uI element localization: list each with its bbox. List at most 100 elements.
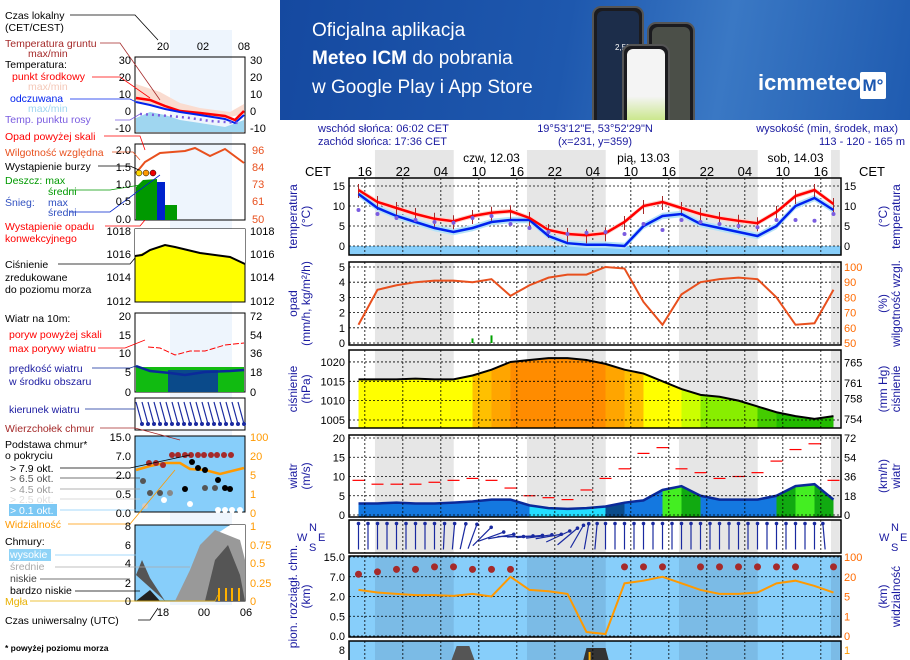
pressure-fill-segment: [605, 363, 625, 428]
legend-wind-arrow: [213, 401, 221, 425]
legend-precip-tick: 1.0: [116, 179, 131, 191]
wind-arrow-head: [727, 521, 731, 526]
time-tick-label: 22: [700, 164, 714, 179]
y-tick-label: 8: [339, 645, 345, 657]
legend-cloud-dots: [140, 452, 243, 513]
legend-temp-tick-right: -10: [250, 123, 266, 135]
pressure-fill-segment: [681, 389, 701, 428]
dew-point-dot: [432, 220, 437, 224]
pressure-fill-segment: [548, 358, 568, 428]
pressure-fill-segment: [453, 375, 473, 428]
y2-tick-label: 1: [844, 645, 850, 657]
legend-precip-tick: 1.5: [116, 162, 131, 174]
legend-fog-bar: [218, 588, 220, 601]
cloud-top-dot: [697, 563, 704, 571]
legend-cloud-dot: [214, 452, 220, 458]
wind-arrow-head: [793, 521, 798, 526]
legend-cloud-dot: [195, 465, 201, 471]
legend-temp-tick: 0: [125, 106, 131, 118]
legend-temp-tick-right: 20: [250, 72, 262, 84]
left-axis-label: opad(mm/h, kg/m²/h): [286, 261, 313, 346]
cloud-top-dot: [469, 565, 476, 573]
wind-arrow-head: [567, 529, 572, 533]
legend-pressure2: zredukowane: [5, 272, 68, 284]
legend-fog-bar: [231, 588, 233, 601]
wind-arrow: [472, 526, 492, 547]
coordinates: 19°53'12"E, 53°52'29"N: [537, 123, 653, 135]
legend-local-tick: 20: [157, 41, 169, 53]
legend-footnote: * powyżej poziomu morza: [5, 643, 109, 653]
legend-local-time: Czas lokalny: [5, 10, 65, 22]
legend-okt65: > 6.5 okt.: [10, 473, 54, 485]
legend-wind-arrow: [231, 401, 239, 425]
phone-temp: 2,5°: [615, 43, 630, 52]
legend-storm-marker: [149, 169, 157, 177]
legend-storm-marker: [135, 169, 143, 177]
y2-tick-label: 100: [844, 552, 862, 564]
wind-arrow: [557, 527, 578, 546]
time-tick-label: 04: [434, 164, 448, 179]
dew-point-dot: [565, 232, 570, 236]
legend-convective1: Wystąpienie opadu: [5, 221, 94, 233]
pressure-fill-segment: [396, 378, 416, 428]
right-axis-label-line: wiatr: [889, 463, 903, 489]
pressure-fill-segment: [472, 369, 492, 428]
right-axis-label-line: ciśnienie: [889, 365, 903, 412]
time-tick-label: 16: [358, 164, 372, 179]
legend-utc: Czas uniwersalny (UTC): [5, 615, 119, 627]
y2-tick-label: 72: [844, 433, 856, 445]
legend-gust-line: [147, 342, 245, 356]
legend-pressure3: do poziomu morza: [5, 284, 92, 296]
y2-tick-label: 758: [844, 393, 862, 405]
wind-arrow-head: [812, 521, 817, 526]
legend-cloud-dot: [167, 490, 173, 496]
wind-arrow-head: [575, 526, 580, 530]
legend-feels-band: [136, 112, 244, 132]
legend-precip-tick: 0.5: [116, 196, 131, 208]
cloud-top-dot: [754, 563, 761, 571]
legend-cloud-dot: [215, 507, 221, 513]
legend-visibility: Widzialność: [5, 519, 61, 531]
right-axis-label: (%)wilgotność wzgl.: [876, 260, 903, 348]
legend-fog: Mgła: [5, 596, 28, 608]
visibility-line: [358, 575, 834, 636]
legend-pressure-tick-right: 1014: [250, 272, 274, 284]
fog-bar: [588, 652, 591, 660]
grid-position: (x=231, y=359): [558, 136, 632, 148]
y2-tick-label: 0: [844, 631, 850, 643]
dew-point-dot: [413, 218, 418, 222]
legend-cloud-dot: [175, 452, 181, 458]
wind-arrow: [516, 534, 543, 539]
legend-mid-mm: max/min: [28, 81, 68, 93]
night-band: [678, 262, 758, 345]
legend-wind-speed1: prędkość wiatru: [9, 363, 83, 375]
y2-tick-label: 60: [844, 323, 856, 335]
legend-okt01-bg: [9, 504, 57, 516]
legend-precip-tick: 0.0: [116, 214, 131, 226]
app-promo-banner[interactable]: Oficjalna aplikacja Meteo ICM do pobrani…: [280, 0, 910, 120]
wind-arrow-head: [698, 521, 703, 526]
pressure-fill-segment: [719, 396, 739, 428]
y-tick-label: 1005: [321, 415, 345, 427]
legend-ground-temp-mm: max/min: [28, 48, 68, 60]
right-axis-label-line: (km): [876, 585, 890, 609]
wind-arrow: [822, 523, 826, 550]
legend-gust-max: max porywy wiatru: [9, 343, 96, 355]
night-band: [374, 641, 454, 660]
below-zero-band: [349, 246, 841, 255]
legend-cloudbase-box: [134, 435, 246, 513]
dew-point-dot: [584, 230, 589, 235]
feels-like-line: [357, 192, 835, 248]
legend-rain-avg: średni: [48, 186, 77, 198]
legend-cloud-tick: 8: [125, 521, 131, 533]
legend-leader-lines: [30, 14, 219, 621]
legend-base-tick: 0.0: [116, 508, 131, 520]
legend-cloud-verylow: [136, 590, 160, 601]
panel-frame: [348, 555, 842, 638]
wind-arrow-head: [821, 521, 825, 526]
legend-temp-line: [135, 96, 245, 122]
legend-wind-arrow: [171, 401, 179, 425]
right-axis-label: (°C)temperatura: [876, 184, 903, 249]
night-band-header: [374, 150, 454, 178]
y2-tick-label: 20: [844, 572, 856, 584]
